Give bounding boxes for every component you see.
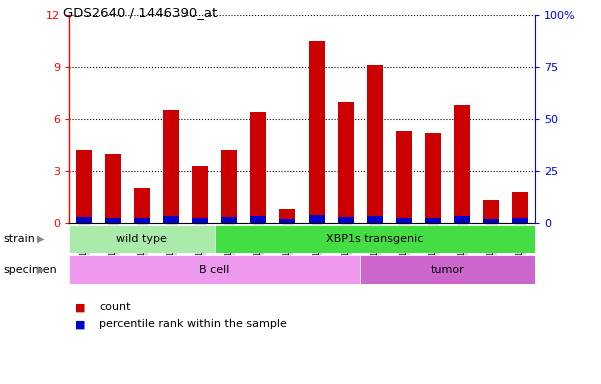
Bar <box>134 218 150 223</box>
Bar <box>221 217 237 223</box>
Bar <box>105 217 121 223</box>
Bar <box>251 112 266 223</box>
Bar <box>69 255 360 284</box>
Bar <box>192 166 208 223</box>
Bar <box>76 150 92 223</box>
Text: B cell: B cell <box>200 265 230 275</box>
Bar <box>338 102 353 223</box>
Bar <box>279 219 296 223</box>
Bar <box>163 111 179 223</box>
Text: ▶: ▶ <box>37 265 44 275</box>
Bar <box>425 133 441 223</box>
Bar <box>367 216 383 223</box>
Bar <box>215 225 535 253</box>
Bar <box>251 216 266 223</box>
Bar <box>308 215 325 223</box>
Text: count: count <box>99 302 130 312</box>
Text: ■: ■ <box>75 319 85 329</box>
Text: ▶: ▶ <box>37 234 44 244</box>
Text: GDS2640 / 1446390_at: GDS2640 / 1446390_at <box>63 6 218 19</box>
Bar <box>76 217 92 223</box>
Bar <box>360 255 535 284</box>
Bar <box>279 209 296 223</box>
Bar <box>454 216 470 223</box>
Text: ■: ■ <box>75 302 85 312</box>
Text: tumor: tumor <box>431 265 465 275</box>
Bar <box>105 154 121 223</box>
Bar <box>512 218 528 223</box>
Text: XBP1s transgenic: XBP1s transgenic <box>326 234 424 244</box>
Bar <box>367 66 383 223</box>
Bar <box>454 105 470 223</box>
Text: strain: strain <box>3 234 35 244</box>
Bar <box>483 219 499 223</box>
Bar <box>308 41 325 223</box>
Bar <box>483 200 499 223</box>
Bar <box>221 150 237 223</box>
Bar <box>192 218 208 223</box>
Bar <box>425 217 441 223</box>
Text: specimen: specimen <box>3 265 56 275</box>
Bar <box>163 216 179 223</box>
Bar <box>396 217 412 223</box>
Bar <box>69 225 215 253</box>
Text: wild type: wild type <box>117 234 167 244</box>
Bar <box>512 192 528 223</box>
Text: percentile rank within the sample: percentile rank within the sample <box>99 319 287 329</box>
Bar <box>134 188 150 223</box>
Bar <box>338 217 353 223</box>
Bar <box>396 131 412 223</box>
